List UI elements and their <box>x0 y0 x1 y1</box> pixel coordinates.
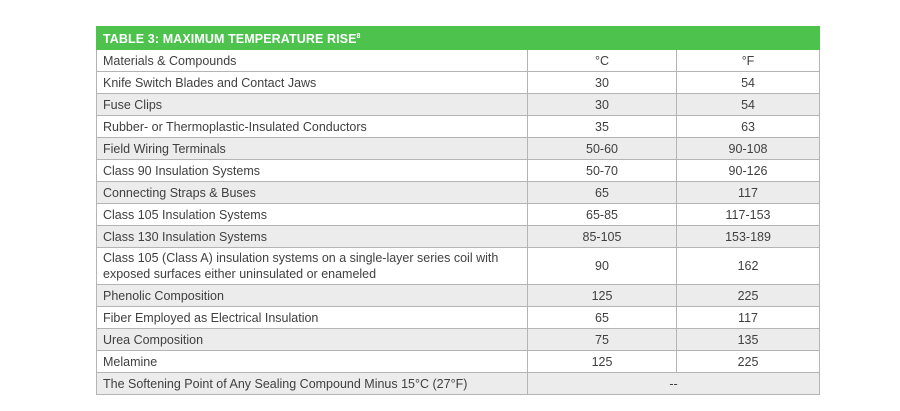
table-row-last: The Softening Point of Any Sealing Compo… <box>96 372 821 395</box>
row-fahrenheit: 54 <box>675 93 821 116</box>
row-fahrenheit: 135 <box>675 328 821 351</box>
row-celsius: 50-60 <box>527 137 677 160</box>
row-fahrenheit: 90-126 <box>675 159 821 182</box>
row-fahrenheit: 117 <box>675 306 821 329</box>
row-fahrenheit: 63 <box>675 115 821 138</box>
table-row: Rubber- or Thermoplastic-Insulated Condu… <box>96 115 821 138</box>
row-celsius: 125 <box>527 350 677 373</box>
header-fahrenheit: °F <box>675 49 821 72</box>
row-celsius: 35 <box>527 115 677 138</box>
table-title-footnote: 8 <box>356 33 361 40</box>
table-title-row: TABLE 3: MAXIMUM TEMPERATURE RISE8 <box>95 26 821 50</box>
row-fahrenheit: 54 <box>675 71 821 94</box>
row-celsius: 85-105 <box>527 225 677 248</box>
header-materials: Materials & Compounds <box>96 49 528 72</box>
row-material: Class 105 (Class A) insulation systems o… <box>96 247 528 285</box>
row-celsius: 65 <box>527 306 677 329</box>
header-celsius: °C <box>527 49 677 72</box>
row-material: Fiber Employed as Electrical Insulation <box>96 306 528 329</box>
temperature-rise-table-container: TABLE 3: MAXIMUM TEMPERATURE RISE8 Mater… <box>95 26 821 395</box>
row-celsius: 125 <box>527 284 677 307</box>
row-material: Melamine <box>96 350 528 373</box>
row-celsius: 50-70 <box>527 159 677 182</box>
row-celsius: 30 <box>527 71 677 94</box>
table-row: Class 130 Insulation Systems 85-105 153-… <box>96 225 821 248</box>
row-material: Rubber- or Thermoplastic-Insulated Condu… <box>96 115 528 138</box>
row-material: The Softening Point of Any Sealing Compo… <box>96 372 528 395</box>
row-fahrenheit: 90-108 <box>675 137 821 160</box>
table-row: Class 105 (Class A) insulation systems o… <box>96 247 821 285</box>
table-row: Class 105 Insulation Systems 65-85 117-1… <box>96 203 821 226</box>
table-row: Fiber Employed as Electrical Insulation … <box>96 306 821 329</box>
row-material: Phenolic Composition <box>96 284 528 307</box>
row-material: Knife Switch Blades and Contact Jaws <box>96 71 528 94</box>
row-material: Class 105 Insulation Systems <box>96 203 528 226</box>
table-header-row: Materials & Compounds °C °F <box>96 49 821 72</box>
row-fahrenheit: 117 <box>675 181 821 204</box>
row-fahrenheit: 162 <box>675 247 821 285</box>
row-material: Connecting Straps & Buses <box>96 181 528 204</box>
row-material: Field Wiring Terminals <box>96 137 528 160</box>
row-celsius: 65-85 <box>527 203 677 226</box>
table-row: Melamine 125 225 <box>96 350 821 373</box>
row-fahrenheit: 225 <box>675 284 821 307</box>
table-row: Field Wiring Terminals 50-60 90-108 <box>96 137 821 160</box>
temperature-rise-table: TABLE 3: MAXIMUM TEMPERATURE RISE8 Mater… <box>95 26 821 395</box>
row-value-merged: -- <box>526 372 821 395</box>
row-material: Class 130 Insulation Systems <box>96 225 528 248</box>
table-row: Urea Composition 75 135 <box>96 328 821 351</box>
table-row: Phenolic Composition 125 225 <box>96 284 821 307</box>
row-fahrenheit: 117-153 <box>675 203 821 226</box>
row-celsius: 90 <box>527 247 677 285</box>
row-material: Fuse Clips <box>96 93 528 116</box>
row-celsius: 65 <box>527 181 677 204</box>
row-fahrenheit: 225 <box>675 350 821 373</box>
row-celsius: 30 <box>527 93 677 116</box>
table-row: Fuse Clips 30 54 <box>96 93 821 116</box>
table-title: TABLE 3: MAXIMUM TEMPERATURE RISE8 <box>95 26 821 50</box>
row-celsius: 75 <box>527 328 677 351</box>
row-material: Urea Composition <box>96 328 528 351</box>
row-fahrenheit: 153-189 <box>675 225 821 248</box>
table-title-text: TABLE 3: MAXIMUM TEMPERATURE RISE <box>103 32 357 46</box>
table-row: Class 90 Insulation Systems 50-70 90-126 <box>96 159 821 182</box>
table-row: Connecting Straps & Buses 65 117 <box>96 181 821 204</box>
table-row: Knife Switch Blades and Contact Jaws 30 … <box>96 71 821 94</box>
row-material: Class 90 Insulation Systems <box>96 159 528 182</box>
